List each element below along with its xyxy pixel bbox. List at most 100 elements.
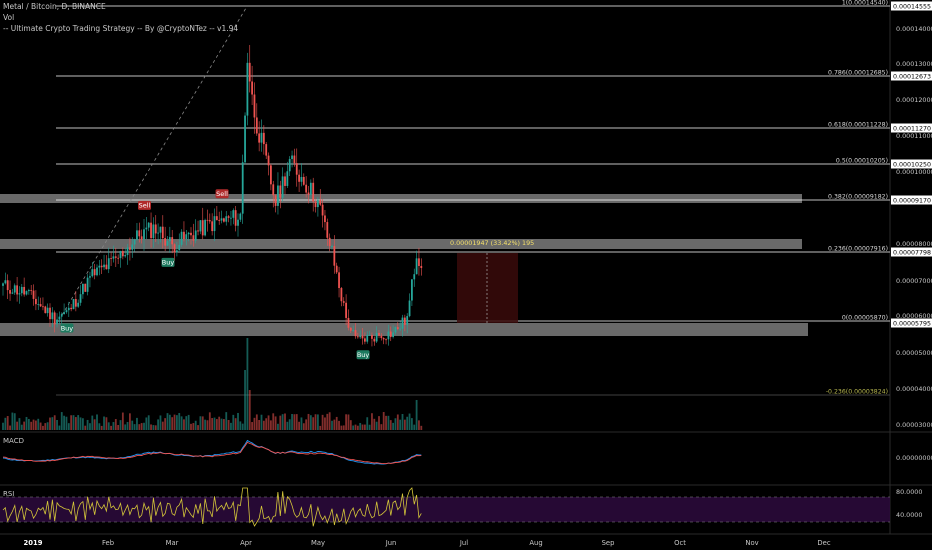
candle-body (394, 327, 397, 333)
volume-bar (107, 422, 110, 430)
candle-body (333, 246, 336, 266)
candle-body (100, 265, 103, 268)
volume-bar (401, 413, 404, 430)
volume-bar (361, 424, 364, 430)
volume-bar (180, 416, 183, 430)
candle-body (112, 256, 115, 259)
volume-bar (89, 423, 91, 430)
candle-body (44, 306, 47, 314)
candle-body (9, 290, 11, 294)
volume-bar (58, 425, 61, 430)
volume-bar (265, 418, 268, 430)
candle-body (321, 204, 324, 216)
candle-body (309, 182, 312, 195)
volume-bar (77, 415, 80, 430)
candle-body (241, 162, 244, 214)
volume-bar (333, 419, 336, 430)
sell-signal-marker (138, 200, 151, 210)
volume-bar (359, 422, 362, 430)
volume-bar (84, 425, 87, 430)
candle-body (335, 265, 338, 273)
candle-body (277, 185, 279, 206)
volume-bar (274, 416, 277, 430)
volume-bar (387, 415, 390, 430)
x-axis-tick: Nov (745, 539, 758, 547)
candle-body (199, 220, 202, 232)
candle-body (295, 163, 298, 175)
volume-bar (411, 418, 413, 430)
candle-body (82, 283, 84, 295)
volume-bar (352, 425, 355, 430)
volume-bar (23, 421, 26, 430)
candle-body (420, 265, 423, 269)
candle-body (178, 244, 181, 251)
fib-level-label: 0(0.00005870) (842, 315, 888, 322)
candle-body (270, 165, 272, 185)
x-axis-tick: Apr (240, 539, 252, 547)
volume-bar (213, 417, 216, 430)
candle-body (138, 230, 141, 237)
volume-bar (82, 418, 84, 430)
volume-bar (371, 413, 373, 430)
candle-body (197, 230, 199, 232)
candle-body (413, 274, 416, 280)
volume-bar (349, 420, 352, 430)
candle-body (342, 301, 345, 303)
volume-bar (220, 418, 223, 430)
support-zone (0, 323, 808, 336)
candle-body (147, 222, 150, 228)
candle-body (6, 280, 9, 291)
candle-body (176, 250, 178, 253)
volume-bar (42, 425, 44, 430)
candle-body (364, 338, 366, 342)
volume-bar (91, 415, 94, 430)
volume-bar (211, 418, 214, 430)
candle-body (168, 237, 171, 242)
candle-body (314, 201, 317, 208)
candle-body (185, 234, 188, 240)
candle-body (190, 232, 192, 236)
candle-body (98, 265, 101, 268)
x-axis-tick: Aug (529, 539, 542, 547)
volume-bar (324, 417, 326, 430)
price-axis-tick: 0.00007000 (896, 277, 932, 285)
candle-body (373, 338, 376, 342)
volume-bar (147, 415, 150, 430)
candle-body (152, 224, 155, 239)
volume-bar (317, 414, 319, 430)
candle-body (284, 176, 286, 186)
x-axis-tick: Mar (166, 539, 179, 547)
volume-bar (70, 415, 73, 430)
volume-bar (373, 418, 376, 430)
rsi-axis-tick: 40.0000 (896, 511, 922, 519)
candle-body (27, 289, 30, 292)
volume-bar (131, 420, 134, 430)
volume-bar (364, 424, 366, 430)
candle-body (324, 215, 326, 223)
volume-bar (192, 423, 195, 430)
candle-body (136, 230, 138, 240)
candle-body (58, 316, 61, 320)
volume-bar (345, 414, 347, 430)
candle-body (173, 244, 176, 253)
price-axis-tick: 0.00008000 (896, 240, 932, 248)
candle-body (307, 192, 310, 195)
volume-bar (67, 423, 70, 430)
candle-body (272, 184, 275, 196)
x-axis-tick: Jun (385, 539, 397, 547)
fib-level-label: 0.5(0.00010205) (836, 158, 888, 165)
volume-bar (126, 421, 129, 430)
volume-bar (340, 425, 343, 430)
volume-bar (321, 414, 324, 430)
candle-body (230, 217, 232, 219)
volume-bar (399, 419, 402, 430)
candle-body (107, 258, 110, 270)
candle-body (279, 185, 282, 198)
volume-bar (319, 425, 322, 430)
volume-bar (30, 421, 33, 430)
buy-signal-marker (161, 257, 175, 267)
volume-bar (230, 422, 232, 430)
candle-body (371, 334, 373, 339)
volume-bar (74, 417, 77, 430)
